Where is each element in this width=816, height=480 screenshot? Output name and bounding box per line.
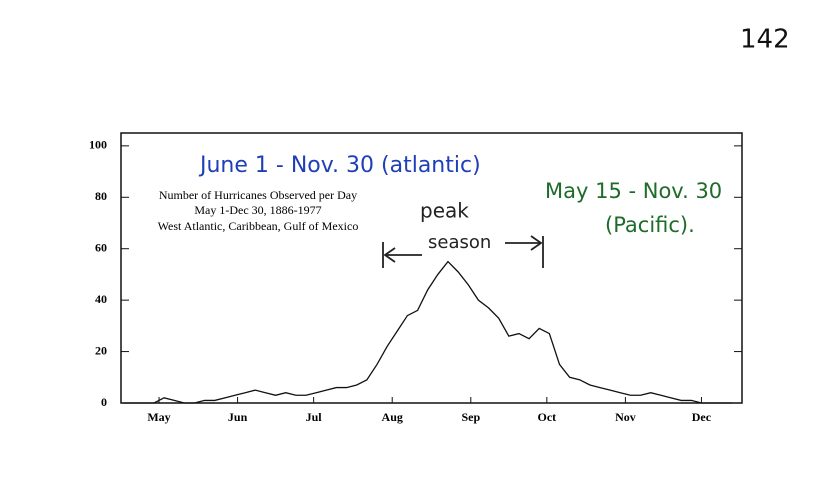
pacific-note: (Pacific). — [605, 213, 695, 237]
y-tick-label: 60 — [95, 240, 107, 254]
x-tick-label: Aug — [382, 410, 403, 424]
page-number: 142 — [740, 25, 790, 55]
x-tick-label: Jun — [228, 410, 248, 424]
atlantic-note: June 1 - Nov. 30 (atlantic) — [198, 153, 481, 178]
y-tick-label: 20 — [95, 343, 107, 357]
y-tick-label: 0 — [101, 395, 107, 409]
x-tick-label: Nov — [615, 410, 636, 424]
peak-arrows — [382, 235, 544, 268]
chart-title: May 1-Dec 30, 1886-1977 — [194, 203, 321, 217]
x-tick-label: May — [147, 410, 170, 424]
chart-title: Number of Hurricanes Observed per Day — [159, 188, 357, 202]
y-tick-label: 40 — [95, 292, 107, 306]
y-tick-label: 80 — [95, 189, 107, 203]
data-line — [123, 260, 732, 404]
peak-note: season — [428, 232, 491, 253]
x-tick-label: Oct — [538, 410, 557, 424]
x-tick-label: Sep — [461, 410, 480, 424]
x-tick-label: Dec — [692, 410, 712, 424]
pacific-note: May 15 - Nov. 30 — [545, 179, 722, 203]
chart-title: West Atlantic, Caribbean, Gulf of Mexico — [158, 219, 359, 233]
x-tick-label: Jul — [306, 410, 323, 424]
peak-note: peak — [420, 199, 469, 223]
y-tick-label: 100 — [89, 138, 107, 152]
plot-frame — [120, 132, 743, 404]
